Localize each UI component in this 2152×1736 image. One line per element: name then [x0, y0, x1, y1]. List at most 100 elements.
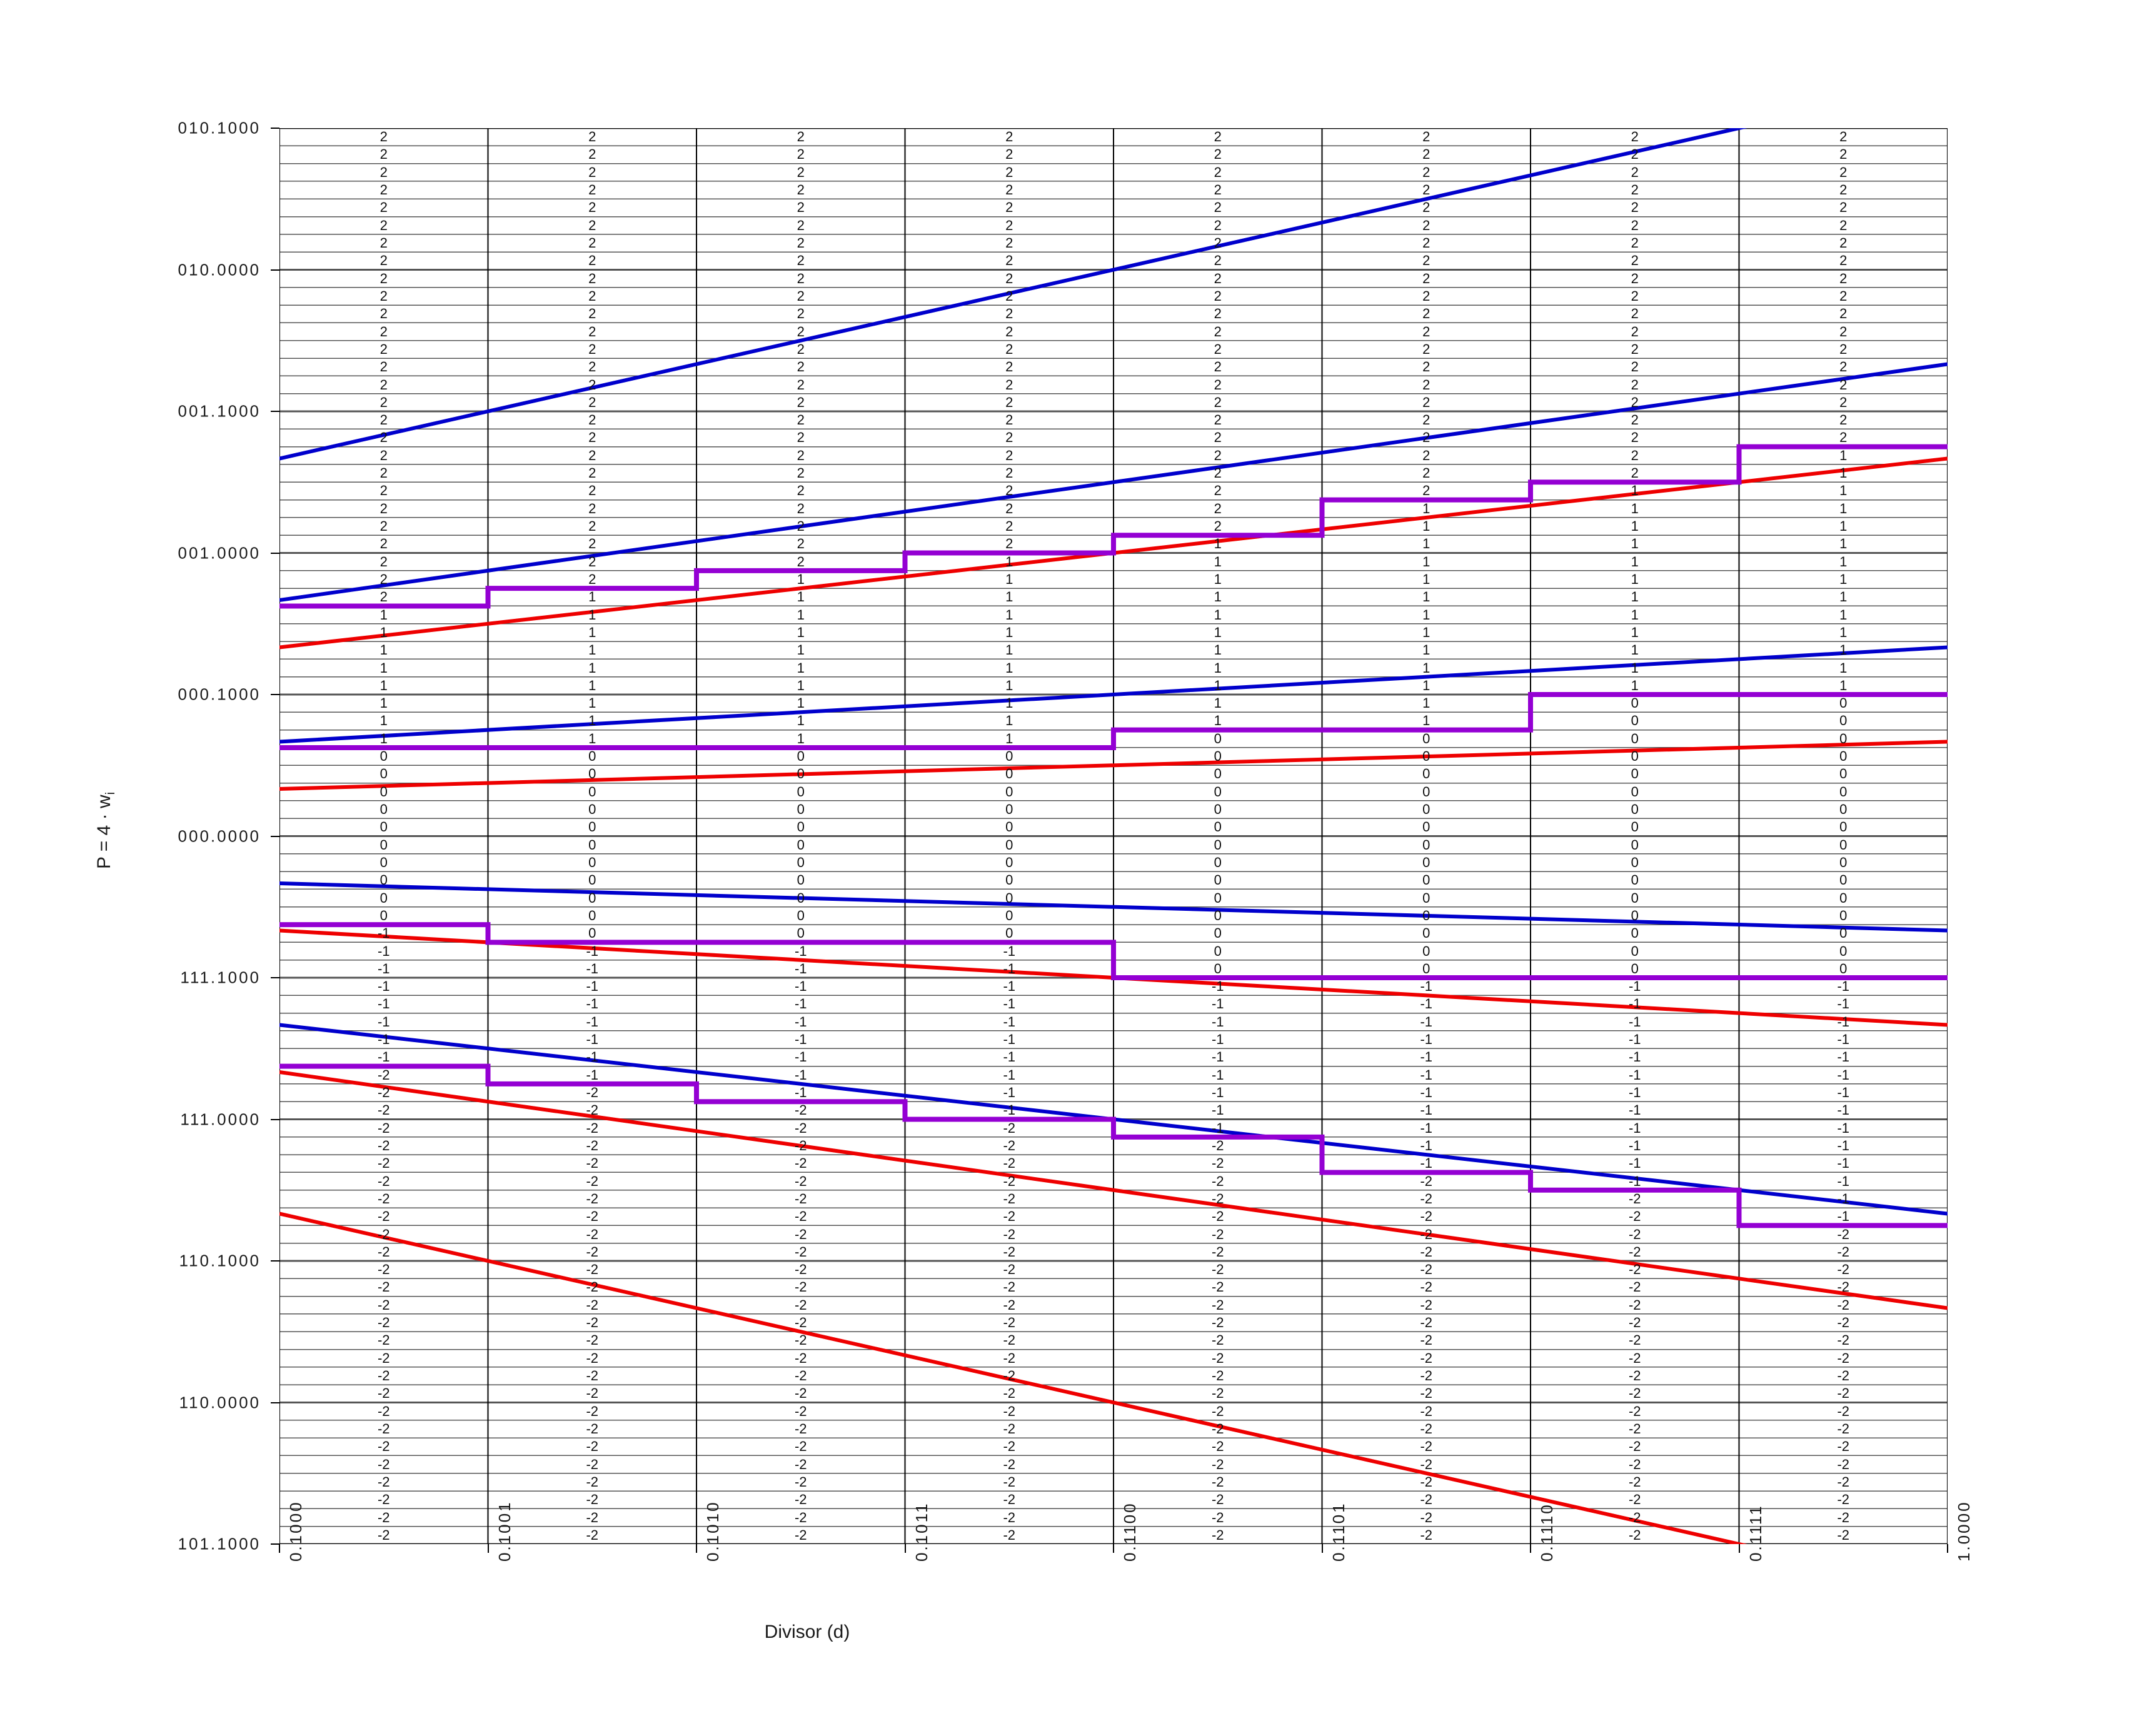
digit-cell: -2 [1003, 1403, 1016, 1419]
digit-cell: -2 [586, 1420, 599, 1437]
digit-cell: 0 [1839, 925, 1848, 941]
digit-cell: 0 [1214, 748, 1222, 765]
y-tick-label: 101.1000 [178, 1534, 261, 1553]
red-bound-line [279, 1070, 1948, 1310]
y-tick-label: 010.1000 [178, 118, 261, 138]
digit-cell: 2 [380, 146, 388, 163]
digit-cell: 2 [1422, 376, 1430, 393]
digit-cell: 2 [380, 199, 388, 216]
digit-cell: 2 [1214, 199, 1222, 216]
digit-cell: 1 [1005, 677, 1013, 693]
digit-cell: 2 [1422, 394, 1430, 410]
digit-cell: 2 [1005, 306, 1013, 322]
digit-cell: -2 [1420, 1473, 1433, 1490]
digit-cell: 1 [1422, 500, 1430, 516]
digit-cell: 0 [588, 854, 596, 870]
blue-bound-line [279, 128, 1748, 461]
digit-cell: -1 [377, 960, 390, 976]
digit-cell: 2 [1005, 129, 1013, 145]
digit-cell: 0 [1422, 748, 1430, 765]
digit-cell: 2 [588, 341, 596, 357]
digit-cell: 0 [588, 766, 596, 782]
digit-cell: 0 [797, 854, 805, 870]
digit-cell: 1 [380, 713, 388, 729]
digit-cell: 1 [380, 606, 388, 623]
digit-cell: 0 [380, 801, 388, 818]
x-tick-label: 0.1000 [286, 1500, 305, 1562]
digit-cell: 2 [797, 483, 805, 499]
digit-cell: -2 [586, 1243, 599, 1260]
digit-cell: -2 [586, 1208, 599, 1225]
digit-cell: -2 [1837, 1473, 1850, 1490]
digit-cell: 1 [1631, 518, 1639, 534]
y-tick-label: 110.1000 [179, 1251, 261, 1270]
digit-cell: -2 [1420, 1262, 1433, 1278]
digit-cell: 2 [1214, 306, 1222, 322]
x-tick-label: 0.1011 [912, 1502, 931, 1562]
digit-cell: 1 [1839, 624, 1848, 640]
digit-cell: 2 [1422, 217, 1430, 233]
y-tick-mark [271, 977, 279, 978]
digit-cell: 1 [1631, 624, 1639, 640]
digit-cell: 1 [1005, 695, 1013, 711]
digit-cell: 1 [1214, 660, 1222, 676]
digit-cell: -2 [586, 1155, 599, 1172]
digit-cell: 2 [797, 129, 805, 145]
digit-cell: 2 [380, 465, 388, 481]
x-tick-mark [487, 1544, 489, 1553]
digit-cell: 0 [380, 836, 388, 853]
digit-cell: -2 [1837, 1350, 1850, 1366]
digit-cell: 2 [1839, 376, 1848, 393]
digit-cell: -2 [1003, 1368, 1016, 1384]
digit-cell: -2 [1628, 1438, 1641, 1455]
red-bound-line [279, 740, 1948, 791]
digit-cell: -2 [794, 1368, 807, 1384]
digit-cell: 2 [588, 447, 596, 463]
quotient-staircase [279, 922, 1948, 980]
digit-cell: -1 [586, 943, 599, 959]
digit-cell: -2 [1211, 1226, 1224, 1242]
digit-cell: -1 [1003, 960, 1016, 976]
digit-cell: 0 [1839, 907, 1848, 923]
digit-cell: 2 [588, 288, 596, 304]
digit-cell: -2 [794, 1243, 807, 1260]
digit-cell: 1 [380, 642, 388, 658]
digit-cell: 2 [380, 412, 388, 428]
digit-cell: -1 [1628, 1102, 1641, 1118]
digit-cell: 1 [380, 624, 388, 640]
digit-cell: -2 [1628, 1190, 1641, 1207]
digit-cell: 0 [1839, 713, 1848, 729]
digit-cell: -2 [1003, 1262, 1016, 1278]
digit-cell: 2 [1214, 412, 1222, 428]
digit-cell: -1 [1420, 1102, 1433, 1118]
digit-cell: -2 [1003, 1350, 1016, 1366]
digit-cell: 0 [1839, 836, 1848, 853]
digit-cell: 2 [1839, 270, 1848, 286]
quotient-staircase [279, 692, 1948, 750]
digit-cell: -2 [586, 1190, 599, 1207]
digit-cell: -1 [1211, 1102, 1224, 1118]
digit-cell: 2 [1005, 536, 1013, 552]
digit-cell: 0 [588, 819, 596, 835]
digit-cell: -2 [1211, 1438, 1224, 1455]
digit-cell: -1 [1837, 996, 1850, 1012]
digit-cell: -1 [794, 943, 807, 959]
digit-cell: -1 [1628, 1173, 1641, 1189]
digit-cell: 2 [1422, 323, 1430, 339]
digit-cell: 0 [588, 925, 596, 941]
digit-cell: -2 [586, 1438, 599, 1455]
digit-cell: -2 [377, 1420, 390, 1437]
digit-cell: -2 [1837, 1279, 1850, 1295]
digit-cell: -2 [1003, 1137, 1016, 1153]
digit-cell: 2 [1005, 253, 1013, 269]
digit-cell: 0 [1214, 872, 1222, 888]
digit-cell: 2 [1631, 323, 1639, 339]
digit-cell: 1 [1005, 660, 1013, 676]
digit-cell: -2 [1628, 1279, 1641, 1295]
digit-cell: -1 [794, 1066, 807, 1083]
digit-cell: -2 [1003, 1385, 1016, 1402]
digit-cell: -1 [377, 1031, 390, 1048]
digit-cell: 2 [797, 235, 805, 251]
digit-cell: -2 [1420, 1315, 1433, 1331]
digit-cell: 2 [1005, 500, 1013, 516]
